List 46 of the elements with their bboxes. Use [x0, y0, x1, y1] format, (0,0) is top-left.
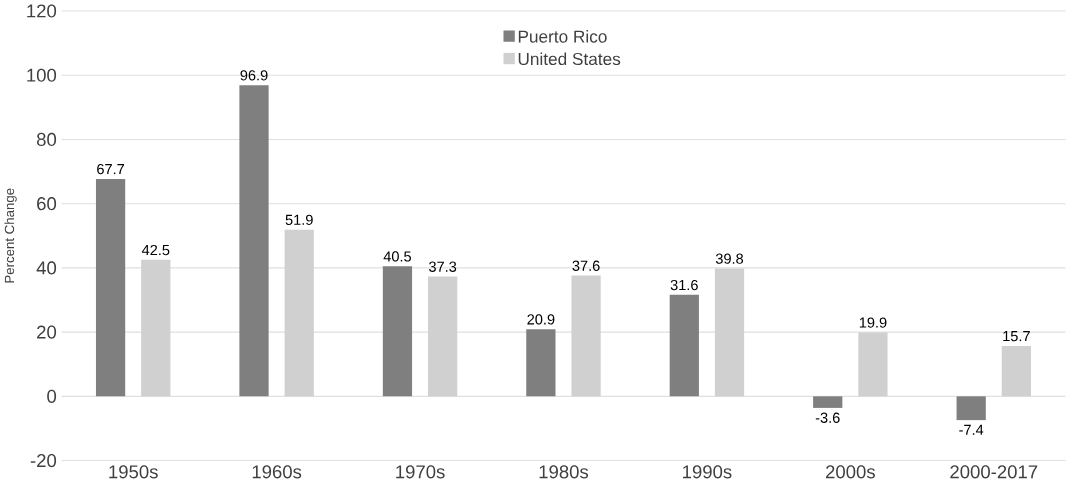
bar [813, 396, 843, 408]
data-label: 37.3 [429, 261, 457, 272]
y-tick-label: 60 [37, 197, 57, 211]
x-tick-label: 1980s [539, 465, 589, 479]
x-tick-label: 2000-2017 [950, 465, 1038, 479]
y-tick-label: 100 [27, 68, 57, 82]
legend-label: United States [518, 52, 621, 66]
data-label: 42.5 [141, 244, 170, 256]
x-tick-label: 1990s [683, 465, 732, 479]
data-label: 15.7 [1003, 331, 1030, 342]
data-label: 37.6 [572, 260, 600, 272]
bar [95, 179, 126, 397]
data-label: 19.9 [859, 317, 887, 328]
x-tick-label: 2000s [826, 465, 875, 479]
bar [284, 229, 314, 397]
x-tick-label: 1960s [252, 465, 302, 479]
data-label: 31.6 [670, 279, 698, 291]
y-tick-label: -20 [30, 454, 57, 468]
y-tick-label: 0 [47, 389, 57, 404]
bar [669, 294, 699, 397]
bar [956, 396, 986, 421]
x-tick-label: 1970s [396, 465, 445, 479]
data-label: 40.5 [383, 251, 411, 262]
bar [526, 329, 556, 397]
bar [571, 275, 601, 397]
bar [141, 259, 171, 397]
data-label: -3.6 [815, 412, 840, 423]
data-label: 96.9 [240, 70, 268, 81]
y-tick-label: 120 [27, 4, 57, 18]
x-tick-label: 1950s [109, 465, 158, 479]
bar [382, 266, 413, 397]
y-tick-label: 20 [37, 325, 57, 339]
bar [428, 276, 458, 397]
data-label: 39.8 [715, 253, 744, 264]
bar [714, 268, 745, 397]
data-label: 20.9 [527, 314, 555, 325]
bar [1001, 346, 1031, 397]
data-label: 67.7 [97, 164, 125, 175]
data-label: 51.9 [285, 214, 313, 226]
bar [239, 85, 269, 397]
legend-label: Puerto Rico [518, 30, 607, 43]
bar [858, 332, 888, 397]
y-tick-label: 80 [36, 132, 57, 147]
data-label: -7.4 [959, 424, 984, 435]
y-axis-title: Percent Change [4, 188, 17, 283]
y-tick-label: 40 [36, 261, 57, 275]
